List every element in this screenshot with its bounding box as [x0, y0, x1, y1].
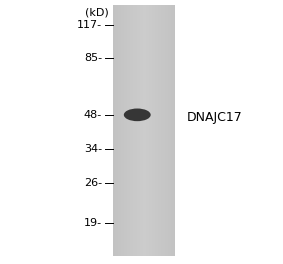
Bar [161, 5, 163, 256]
Bar [123, 5, 124, 256]
Bar [134, 5, 135, 256]
Bar [127, 5, 129, 256]
Bar [116, 5, 118, 256]
Bar [121, 5, 123, 256]
Bar [166, 5, 168, 256]
Text: 48-: 48- [84, 110, 102, 120]
Text: 117-: 117- [77, 20, 102, 30]
Bar [169, 5, 171, 256]
Bar [119, 5, 121, 256]
Bar [143, 5, 144, 256]
Bar [160, 5, 161, 256]
Text: 19-: 19- [84, 218, 102, 228]
Bar [113, 5, 115, 256]
Bar [129, 5, 130, 256]
Bar [115, 5, 116, 256]
Bar [165, 5, 166, 256]
Bar [157, 5, 158, 256]
Bar [144, 5, 146, 256]
Bar [152, 5, 154, 256]
Bar [146, 5, 147, 256]
Bar [155, 5, 157, 256]
Bar [137, 5, 138, 256]
Bar [163, 5, 165, 256]
Bar [135, 5, 136, 256]
Bar [158, 5, 160, 256]
Bar [132, 5, 134, 256]
Bar [130, 5, 132, 256]
Bar [126, 5, 127, 256]
Bar [118, 5, 119, 256]
Bar [149, 5, 151, 256]
Bar [141, 5, 143, 256]
Text: 26-: 26- [84, 178, 102, 188]
Bar [174, 5, 175, 256]
Bar [154, 5, 155, 256]
Bar [113, 5, 175, 256]
Text: 85-: 85- [84, 53, 102, 63]
Text: 34-: 34- [84, 144, 102, 154]
Bar [168, 5, 169, 256]
Bar [124, 5, 126, 256]
Bar [147, 5, 149, 256]
Text: DNAJC17: DNAJC17 [187, 111, 243, 124]
Bar [140, 5, 141, 256]
Bar [138, 5, 140, 256]
Text: (kD): (kD) [85, 8, 109, 18]
Ellipse shape [124, 109, 151, 121]
Bar [172, 5, 174, 256]
Bar [171, 5, 172, 256]
Bar [151, 5, 152, 256]
